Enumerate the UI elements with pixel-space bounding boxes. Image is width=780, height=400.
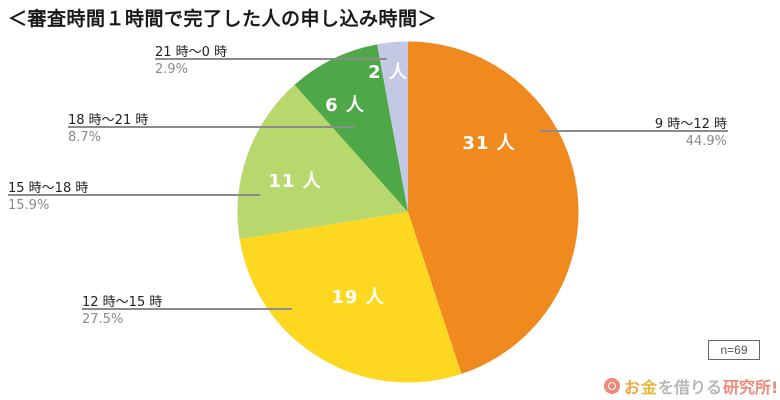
pct-21-0: 2.9% [155,62,189,77]
logo-text-2: 金 [641,378,658,397]
brand-logo: お 金 を借りる 研究所! [604,374,778,398]
sample-size-badge: n=69 [708,340,760,360]
slice-value-9-12: 31 人 [462,133,516,154]
chart-title: ＜審査時間１時間で完了した人の申し込み時間＞ [8,8,438,30]
leader-line-15-18 [8,194,260,196]
pct-18-21: 8.7% [68,130,102,145]
slice-value-12-15: 19 人 [331,287,385,308]
pie-slice [377,41,408,212]
pct-15-18: 15.9% [8,198,50,213]
slice-value-21-0: 2 人 [368,62,408,83]
logo-text-1: お [624,378,641,397]
label-18-21: 18 時〜21 時 [68,113,149,128]
logo-text-4: 研究所! [723,378,779,397]
pct-12-15: 27.5% [82,312,124,327]
pie-slice [239,212,462,383]
leader-line-12-15 [82,308,292,310]
label-12-15: 12 時〜15 時 [82,295,163,310]
pie-slice [408,41,579,374]
leader-line-9-12 [540,130,728,132]
slice-value-15-18: 11 人 [268,171,322,192]
label-15-18: 15 時〜18 時 [8,181,89,196]
slice-value-18-21: 6 人 [325,95,365,116]
pie-slice [237,84,408,240]
logo-text-3: を借りる [658,378,723,397]
leader-line-18-21 [68,126,355,128]
leader-line-21-0 [155,58,387,60]
label-21-0: 21 時〜0 時 [155,45,228,60]
pct-9-12: 44.9% [685,134,727,149]
label-9-12: 9 時〜12 時 [654,117,727,132]
spiral-logo-icon [604,378,620,394]
pie-slice [294,44,408,212]
